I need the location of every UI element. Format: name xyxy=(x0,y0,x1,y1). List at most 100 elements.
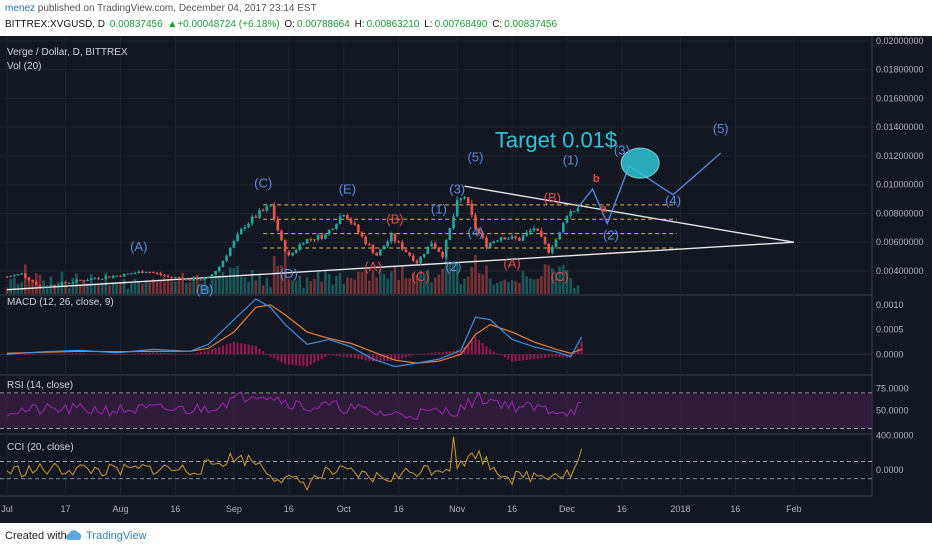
candle-body xyxy=(166,275,170,277)
macd-histogram-bar xyxy=(148,352,151,355)
wave-label: a xyxy=(601,203,608,215)
volume-bar xyxy=(536,278,539,294)
candle-body xyxy=(24,273,27,278)
candle-body xyxy=(97,278,100,280)
candle-body xyxy=(49,284,53,287)
volume-bar xyxy=(27,277,31,294)
candle-body xyxy=(283,240,287,252)
macd-histogram-bar xyxy=(423,353,426,355)
candle-body xyxy=(364,236,367,245)
macd-histogram-bar xyxy=(393,354,396,361)
macd-histogram-bar xyxy=(199,351,202,355)
volume-bar xyxy=(540,276,543,294)
candle-body xyxy=(481,233,485,238)
macd-histogram-bar xyxy=(218,346,221,355)
volume-bar xyxy=(67,288,71,294)
candle-body xyxy=(276,219,280,231)
macd-histogram-bar xyxy=(64,353,67,355)
volume-bar xyxy=(346,277,349,294)
volume-bar xyxy=(382,274,386,294)
macd-histogram-bar xyxy=(79,353,82,355)
volume-bar xyxy=(404,278,408,294)
volume-bar xyxy=(507,282,510,294)
candle-body xyxy=(280,230,283,241)
x-tick-label: Dec xyxy=(559,504,576,514)
volume-bar xyxy=(181,272,184,294)
candle-body xyxy=(174,277,177,279)
main-pane-title: Verge / Dollar, D, BITTREX xyxy=(7,47,128,58)
macd-histogram-bar xyxy=(16,354,19,355)
volume-bar xyxy=(148,280,152,294)
candle-body xyxy=(93,278,97,280)
macd-histogram-bar xyxy=(167,353,170,355)
macd-histogram-bar xyxy=(580,341,583,355)
volume-bar xyxy=(108,285,111,294)
macd-histogram-bar xyxy=(342,354,345,357)
x-tick-label: Aug xyxy=(112,504,128,514)
volume-bar xyxy=(430,282,433,294)
y-tick-label: 0.01400000 xyxy=(876,122,924,132)
candle-body xyxy=(302,243,305,245)
candle-body xyxy=(203,277,206,280)
x-tick-label: 16 xyxy=(507,504,517,514)
y-tick-label: 0.02000000 xyxy=(876,36,924,46)
candle-body xyxy=(353,223,356,225)
volume-bar xyxy=(316,270,320,294)
volume-bar xyxy=(232,268,236,294)
volume-bar xyxy=(320,281,324,294)
volume-bar xyxy=(177,279,181,294)
candle-body xyxy=(503,237,507,240)
candle-body xyxy=(159,273,163,275)
macd-histogram-bar xyxy=(558,354,561,357)
macd-histogram-bar xyxy=(130,354,133,355)
candle-body xyxy=(181,278,184,281)
volume-bar xyxy=(477,273,481,294)
macd-histogram-bar xyxy=(382,354,385,362)
macd-histogram-bar xyxy=(247,344,250,355)
candle-body xyxy=(496,240,499,242)
volume-bar xyxy=(5,287,9,294)
macd-histogram-bar xyxy=(38,353,41,355)
macd-histogram-bar xyxy=(339,354,342,357)
volume-bar xyxy=(152,278,155,294)
macd-histogram-bar xyxy=(536,354,539,359)
volume-bar xyxy=(221,272,225,294)
open-label: O: xyxy=(284,19,295,30)
macd-histogram-bar xyxy=(302,354,305,367)
candle-body xyxy=(554,239,558,248)
macd-histogram-bar xyxy=(49,353,52,355)
macd-histogram-bar xyxy=(90,353,93,355)
candle-body xyxy=(177,277,181,279)
macd-histogram-bar xyxy=(192,353,195,355)
author-link[interactable]: menez xyxy=(5,3,36,14)
macd-histogram-bar xyxy=(112,354,115,356)
candle-body xyxy=(474,215,477,229)
volume-bar xyxy=(214,271,217,294)
volume-bar xyxy=(313,278,316,294)
wave-label: (C) xyxy=(551,269,569,284)
macd-histogram-bar xyxy=(174,353,177,355)
candle-body xyxy=(298,244,302,250)
candle-body xyxy=(463,197,466,199)
volume-bar xyxy=(481,274,485,294)
candle-body xyxy=(225,255,228,261)
candle-body xyxy=(573,211,576,213)
x-tick-label: Oct xyxy=(337,504,352,514)
rsi-title: RSI (14, close) xyxy=(7,380,73,391)
macd-histogram-bar xyxy=(478,340,481,355)
macd-histogram-bar xyxy=(20,354,23,355)
candle-body xyxy=(371,245,375,253)
x-tick-label: Sep xyxy=(226,504,242,514)
tradingview-brand-link[interactable]: TradingView xyxy=(86,530,147,542)
volume-bar xyxy=(569,278,572,294)
x-tick-label: 16 xyxy=(170,504,180,514)
macd-histogram-bar xyxy=(27,354,30,355)
candle-body xyxy=(510,236,514,239)
macd-histogram-bar xyxy=(262,351,265,355)
macd-histogram-bar xyxy=(562,354,565,358)
x-tick-label: 16 xyxy=(284,504,294,514)
macd-histogram-bar xyxy=(463,346,466,355)
macd-histogram-bar xyxy=(430,352,433,355)
chart-canvas[interactable]: (A) (B) (C) (D) (E) (A) (B) (C) (1) (2) (3) (4) (5) (… xyxy=(0,36,932,523)
candle-body xyxy=(565,216,569,223)
